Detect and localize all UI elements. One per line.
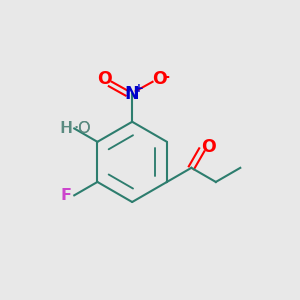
Text: +: + [134, 82, 144, 95]
Text: H: H [61, 121, 73, 136]
Text: N: N [125, 85, 140, 103]
Text: O: O [152, 70, 167, 88]
Text: ·O: ·O [73, 121, 90, 136]
Text: -: - [164, 69, 169, 84]
Text: F: F [61, 188, 72, 203]
Text: ·O: ·O [74, 121, 91, 136]
Text: H: H [60, 121, 72, 136]
Text: O: O [201, 138, 216, 156]
Text: O: O [98, 70, 112, 88]
